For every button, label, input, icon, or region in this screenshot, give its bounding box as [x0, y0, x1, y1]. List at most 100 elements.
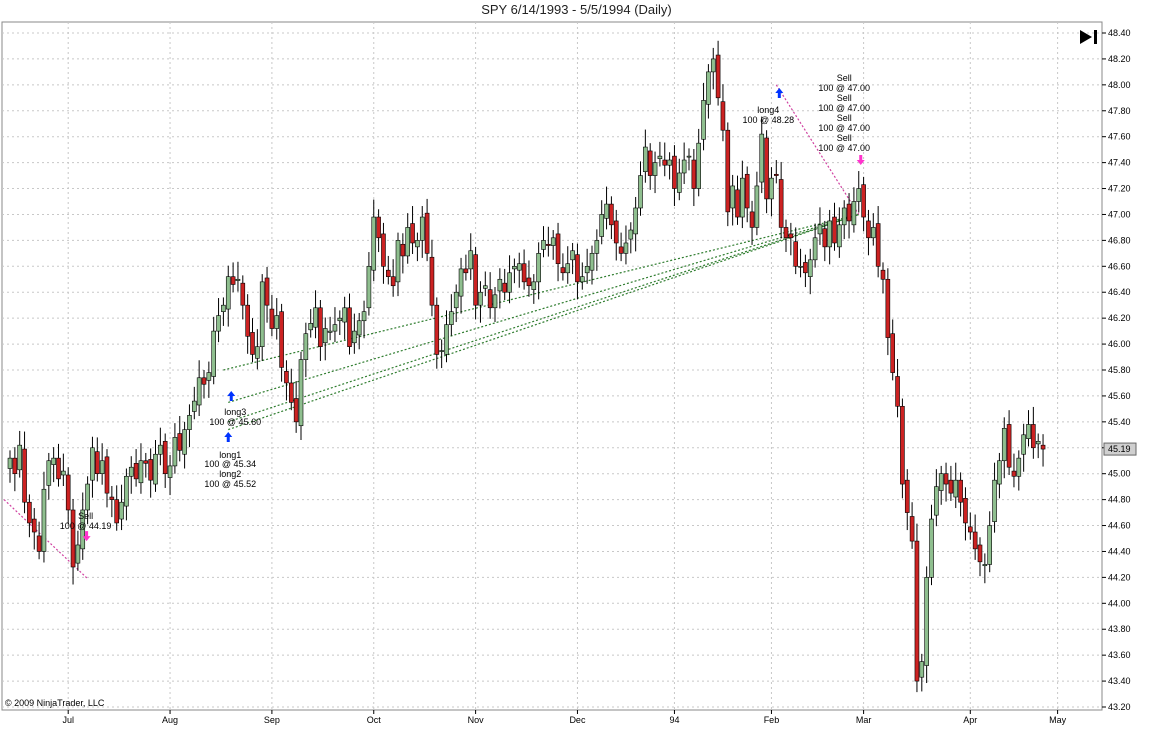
- candle-body: [667, 159, 672, 166]
- candle-body: [900, 405, 905, 485]
- candle-body: [570, 250, 575, 261]
- candle-body: [681, 159, 687, 174]
- y-tick-label: 47.60: [1108, 132, 1131, 142]
- x-tick-label: Aug: [162, 715, 178, 725]
- candle-body: [250, 332, 255, 355]
- candle-body: [943, 473, 949, 485]
- candle-body: [313, 307, 318, 328]
- candle-body: [405, 227, 411, 257]
- candle-body: [628, 229, 634, 240]
- y-tick-label: 46.00: [1108, 339, 1131, 349]
- candle-body: [783, 227, 789, 239]
- candle-body: [550, 237, 556, 246]
- candle-body: [27, 501, 32, 524]
- candle-body: [114, 499, 119, 524]
- candle-body: [221, 304, 226, 312]
- trade-label: Sell: [837, 113, 852, 123]
- candle-body: [652, 162, 658, 176]
- candle-body: [623, 242, 629, 254]
- trade-detail: 100 @ 45.52: [204, 479, 256, 489]
- y-tick-label: 47.80: [1108, 106, 1131, 116]
- candle-body: [148, 459, 153, 481]
- candle-body: [65, 474, 71, 511]
- candle-body: [1040, 444, 1046, 450]
- candle-body: [366, 266, 372, 309]
- candle-body: [269, 308, 275, 329]
- candle-body: [948, 479, 954, 494]
- candle-body: [211, 330, 216, 377]
- candle-body: [376, 216, 381, 239]
- candle-body: [958, 479, 963, 503]
- candle-body: [749, 211, 755, 228]
- candle-body: [856, 188, 862, 202]
- candle-body: [41, 488, 47, 552]
- candle-body: [977, 544, 983, 563]
- y-tick-label: 43.20: [1108, 702, 1131, 712]
- candle-body: [143, 460, 149, 464]
- candle-body: [798, 266, 803, 268]
- candle-body: [279, 311, 284, 368]
- candle-body: [453, 291, 459, 309]
- candle-body: [419, 216, 425, 241]
- candle-body: [817, 224, 823, 235]
- candle-body: [972, 531, 978, 550]
- candle-body: [880, 269, 886, 280]
- skip-to-end-icon[interactable]: [1078, 28, 1100, 46]
- trade-detail: 100 @ 45.60: [209, 417, 261, 427]
- candle-body: [599, 214, 605, 237]
- candle-body: [885, 278, 891, 338]
- candle-body: [938, 473, 944, 491]
- last-price-label: 45.19: [1108, 444, 1131, 454]
- candle-body: [803, 262, 808, 274]
- candle-body: [851, 201, 857, 226]
- candle-body: [1011, 470, 1017, 477]
- candle-body: [449, 311, 454, 325]
- candle-body: [1016, 457, 1022, 477]
- candle-body: [51, 457, 56, 465]
- candle-body: [773, 173, 779, 176]
- candle-body: [187, 415, 192, 430]
- x-axis: Jul Aug Sep Oct Nov Dec 94 Feb Mar Apr May: [62, 710, 1067, 725]
- candle-body: [424, 212, 430, 254]
- candle-body: [138, 460, 144, 484]
- candle-body: [909, 516, 915, 542]
- candle-body: [327, 330, 333, 333]
- y-tick-label: 48.40: [1108, 28, 1131, 38]
- candle-body: [119, 501, 124, 520]
- candle-body: [400, 243, 406, 257]
- candle-body: [381, 233, 386, 267]
- candle-body: [807, 259, 813, 277]
- candle-body: [604, 203, 609, 219]
- candle-body: [31, 518, 37, 533]
- candle-body: [904, 479, 910, 513]
- candle-body: [468, 250, 474, 270]
- candle-body: [356, 320, 362, 336]
- trade-detail: 100 @ 47.00: [818, 123, 870, 133]
- y-tick-label: 47.00: [1108, 209, 1131, 219]
- trade-label: Sell: [78, 511, 93, 521]
- candle-body: [90, 447, 95, 481]
- candle-body: [618, 246, 624, 254]
- trade-label: long3: [224, 407, 246, 417]
- last-price-box: [1103, 442, 1137, 456]
- candle-body: [895, 376, 900, 407]
- candle-body: [458, 268, 464, 297]
- candle-body: [109, 496, 115, 500]
- x-tick-label: Sep: [264, 715, 280, 725]
- candle-body: [827, 220, 832, 248]
- x-tick-label: Oct: [367, 715, 382, 725]
- candle-body: [99, 460, 105, 474]
- candle-body: [841, 207, 847, 226]
- candle-body: [706, 71, 711, 105]
- y-tick-label: 46.40: [1108, 287, 1131, 297]
- candle-body: [444, 324, 449, 355]
- trade-detail: 100 @ 44.19: [60, 521, 112, 531]
- trade-detail: 100 @ 47.00: [818, 83, 870, 93]
- candle-body: [754, 185, 760, 228]
- candle-body: [837, 224, 842, 248]
- x-tick-label: May: [1049, 715, 1067, 725]
- candle-body: [133, 463, 139, 480]
- candle-body: [788, 233, 794, 239]
- candle-body: [153, 453, 158, 485]
- candle-body: [473, 254, 478, 306]
